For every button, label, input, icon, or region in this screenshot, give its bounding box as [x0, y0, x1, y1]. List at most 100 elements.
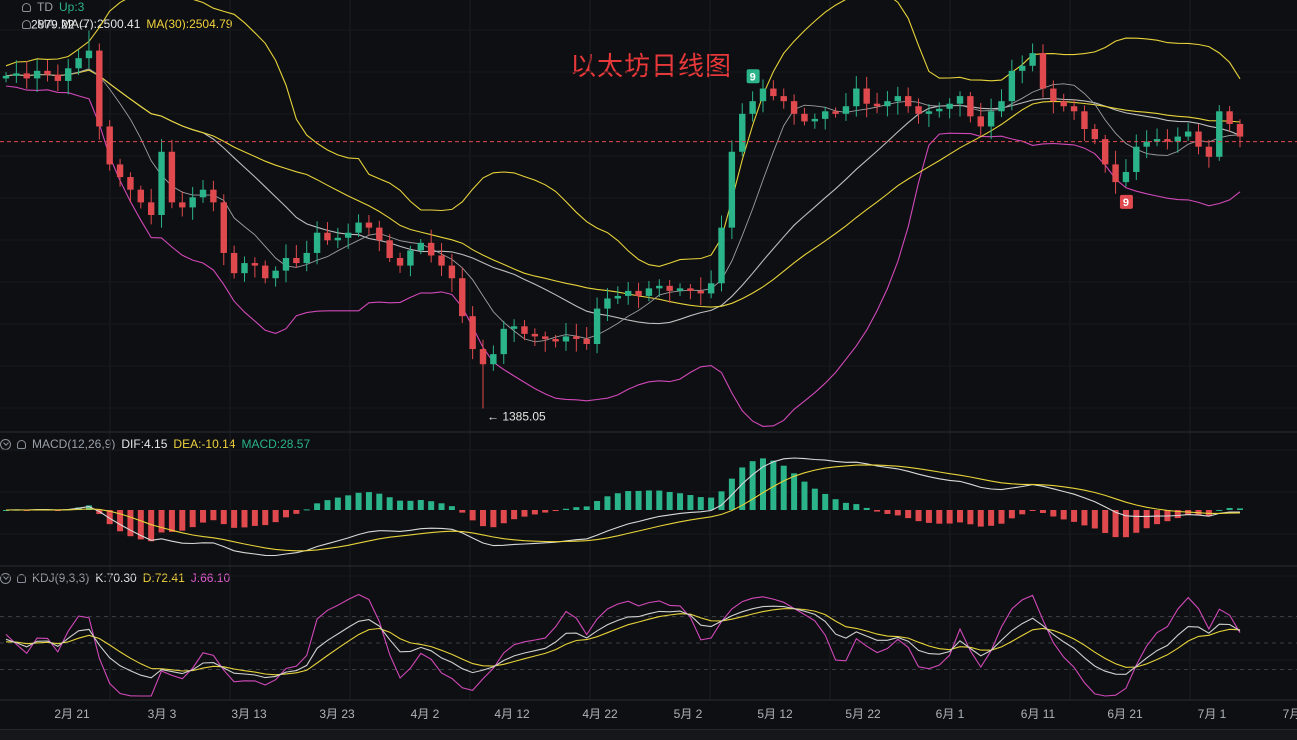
macd-histogram-bar [1143, 510, 1150, 529]
macd-histogram-bar [925, 510, 932, 523]
candle-body [967, 96, 974, 117]
macd-histogram-bar [127, 510, 134, 537]
macd-histogram-bar [1133, 510, 1140, 533]
candle-body [1184, 131, 1192, 137]
bell-icon[interactable] [17, 574, 26, 583]
td-up-badge [746, 69, 760, 84]
candle-body [272, 270, 279, 279]
candle-body [811, 118, 819, 122]
candle-body [822, 111, 829, 119]
candle-body [33, 70, 41, 79]
candle-body [1164, 139, 1171, 142]
candle-body [666, 285, 673, 291]
candle-body [510, 326, 518, 329]
candle-body [386, 240, 393, 258]
candle-body [189, 197, 196, 208]
ma-indicator-header: MA MA(7):2500.41 MA(30):2504.79 [22, 17, 238, 31]
candle-body [2, 75, 10, 79]
macd-histogram-bar [220, 510, 227, 525]
macd-histogram-bar [905, 510, 912, 519]
high-price-label: 2879.22 → [31, 18, 90, 32]
bell-icon[interactable] [17, 440, 26, 449]
macd-histogram-bar [915, 510, 922, 522]
macd-histogram-bar [594, 501, 601, 510]
kdj-k-line [5, 605, 1241, 679]
candle-body [262, 265, 269, 279]
candle-body [853, 88, 860, 107]
x-axis-tick-label: 6月 21 [1107, 707, 1143, 721]
macd-histogram-bar [894, 510, 901, 516]
candle-body [324, 232, 331, 241]
macd-histogram-bar [407, 500, 414, 510]
macd-histogram-bar [562, 508, 569, 510]
kdj-j-line [5, 593, 1241, 697]
candle-body [1153, 139, 1161, 142]
bell-icon[interactable] [22, 3, 31, 12]
candle-body [13, 73, 20, 76]
candle-body [1008, 70, 1016, 102]
candle-body [75, 58, 82, 69]
candle-body [593, 308, 601, 344]
candle-body [137, 189, 145, 203]
x-axis-tick-label: 6月 11 [1021, 707, 1056, 721]
bollinger-upper-line [5, 0, 1241, 267]
macd-histogram-bar [863, 507, 870, 510]
candle-body [251, 263, 259, 266]
candle-body [987, 111, 995, 127]
candle-body [469, 316, 476, 350]
candle-body [345, 232, 352, 238]
ma30-line [5, 69, 1241, 308]
candle-body [1081, 111, 1088, 129]
macd-value: MACD:28.57 [241, 437, 311, 451]
macd-histogram-bar [656, 490, 663, 510]
candle-body [832, 111, 839, 114]
candle-body [1205, 146, 1213, 157]
candle-body [956, 96, 964, 104]
macd-histogram-bar [251, 510, 258, 526]
candle-body [884, 101, 891, 107]
macd-histogram-bar [677, 493, 684, 510]
macd-histogram-bar [521, 510, 528, 517]
candle-body [562, 336, 570, 342]
macd-histogram-bar [490, 510, 497, 528]
macd-histogram-bar [1205, 510, 1212, 516]
x-axis-tick-label: 5月 22 [845, 707, 881, 721]
ma7-value: MA(7):2500.41 [61, 17, 141, 31]
x-axis-tick-label: 7月 [1283, 707, 1297, 721]
x-axis-tick-label: 3月 13 [231, 707, 267, 721]
collapse-chevron-icon[interactable] [0, 573, 11, 584]
bell-icon[interactable] [22, 20, 31, 29]
macd-histogram-bar [531, 510, 538, 515]
macd-histogram-bar [241, 510, 248, 528]
candle-body [604, 298, 611, 309]
candle-body [1174, 136, 1181, 142]
candle-body [303, 252, 310, 264]
macd-histogram-bar [1102, 510, 1109, 533]
candle-body [749, 101, 756, 114]
macd-histogram-bar [345, 495, 352, 510]
macd-histogram-bar [583, 506, 590, 510]
macd-histogram-bar [573, 507, 580, 510]
macd-histogram-bar [998, 510, 1005, 524]
macd-histogram-bar [936, 510, 943, 524]
candle-body [728, 151, 736, 228]
candle-body [573, 336, 580, 339]
macd-histogram-bar [635, 490, 642, 510]
candle-body [842, 106, 850, 114]
macd-histogram-bar [189, 510, 196, 528]
candle-body [770, 88, 777, 97]
macd-dea-line [6, 464, 1241, 552]
macd-histogram-bar [1174, 510, 1181, 519]
j-value: J:66.10 [190, 571, 231, 585]
candle-body [531, 333, 539, 337]
macd-histogram-bar [780, 465, 787, 510]
candle-body [1112, 164, 1119, 183]
candle-body [168, 151, 176, 203]
macd-histogram-bar [511, 510, 518, 520]
candle-body [718, 227, 725, 284]
candle-body [904, 96, 912, 107]
candle-body [1060, 101, 1067, 107]
kdj-indicator-header: KDJ(9,3,3) K:70.30 D:72.41 J:66.10 [0, 571, 236, 585]
macd-histogram-bar [988, 510, 995, 526]
